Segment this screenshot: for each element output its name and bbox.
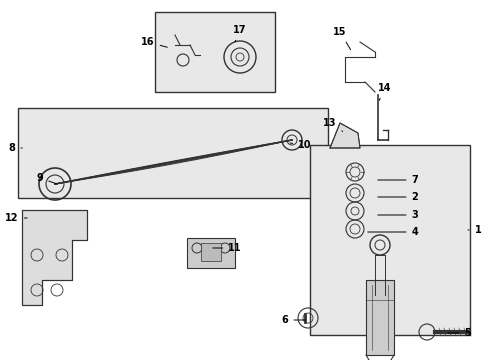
Text: 3: 3	[377, 210, 418, 220]
Text: 14: 14	[378, 83, 391, 100]
Text: 6: 6	[281, 315, 305, 325]
Text: 16: 16	[141, 37, 167, 47]
Text: 7: 7	[377, 175, 418, 185]
Text: 1: 1	[467, 225, 480, 235]
Text: 15: 15	[332, 27, 350, 50]
Text: 4: 4	[367, 227, 418, 237]
Bar	[155, 12, 274, 92]
Text: 10: 10	[289, 140, 311, 150]
Bar	[365, 280, 393, 355]
Text: 9: 9	[37, 173, 57, 184]
Text: 13: 13	[323, 118, 342, 131]
Bar	[18, 108, 327, 198]
Polygon shape	[329, 123, 359, 148]
Text: 2: 2	[377, 192, 418, 202]
Bar	[186, 238, 235, 268]
Bar	[201, 243, 221, 261]
Text: 11: 11	[212, 243, 241, 253]
Polygon shape	[22, 210, 87, 305]
Bar	[309, 145, 469, 335]
Text: 5: 5	[447, 328, 470, 338]
Text: 12: 12	[5, 213, 27, 223]
Text: 8: 8	[9, 143, 22, 153]
Text: 17: 17	[233, 25, 246, 42]
